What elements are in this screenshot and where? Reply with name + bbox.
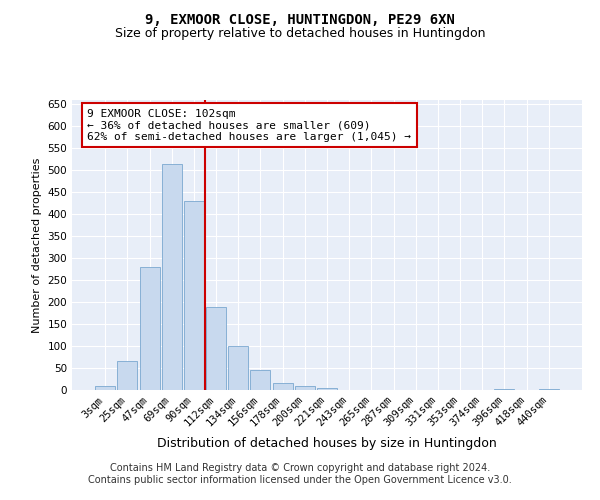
Bar [272,384,293,390]
Bar [250,370,271,390]
Text: Contains HM Land Registry data © Crown copyright and database right 2024.
Contai: Contains HM Land Registry data © Crown c… [88,464,512,485]
Bar [317,388,337,390]
Bar [162,164,182,390]
Bar [95,386,115,390]
Bar [118,362,137,390]
Text: 9 EXMOOR CLOSE: 102sqm
← 36% of detached houses are smaller (609)
62% of semi-de: 9 EXMOOR CLOSE: 102sqm ← 36% of detached… [88,108,412,142]
Bar [184,201,204,390]
Bar [494,388,514,390]
Bar [140,267,160,390]
X-axis label: Distribution of detached houses by size in Huntingdon: Distribution of detached houses by size … [157,437,497,450]
Bar [206,306,226,390]
Text: Size of property relative to detached houses in Huntingdon: Size of property relative to detached ho… [115,28,485,40]
Bar [295,386,315,390]
Y-axis label: Number of detached properties: Number of detached properties [32,158,42,332]
Bar [539,389,559,390]
Bar [228,346,248,390]
Text: 9, EXMOOR CLOSE, HUNTINGDON, PE29 6XN: 9, EXMOOR CLOSE, HUNTINGDON, PE29 6XN [145,12,455,26]
